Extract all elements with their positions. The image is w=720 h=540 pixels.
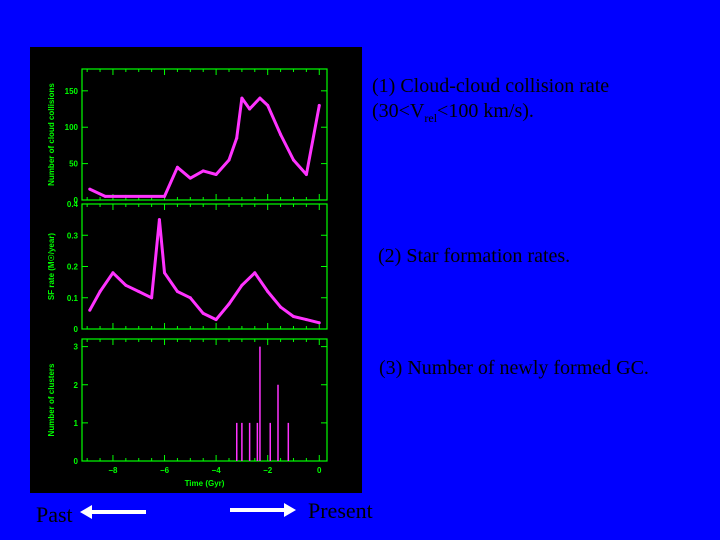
panel-frame bbox=[81, 338, 328, 462]
data-point bbox=[103, 194, 107, 198]
data-point bbox=[253, 271, 257, 275]
data-point bbox=[188, 176, 192, 180]
annotation-new-gc: (3) Number of newly formed GC. bbox=[379, 357, 649, 379]
data-point bbox=[240, 96, 244, 100]
y-axis-label: Number of clusters bbox=[47, 363, 56, 436]
data-point bbox=[201, 311, 205, 315]
annotation-collision-line2: (30<Vrel<100 km/s). bbox=[372, 99, 692, 126]
x-tick-label: −6 bbox=[160, 466, 170, 475]
y-tick-label: 0.3 bbox=[67, 231, 79, 240]
past-label: Past bbox=[36, 502, 73, 527]
y-axis-label: Number of cloud collisions bbox=[47, 83, 56, 186]
data-point bbox=[227, 302, 231, 306]
data-point bbox=[150, 296, 154, 300]
y-tick-label: 50 bbox=[69, 160, 78, 169]
annotation-star-formation: (2) Star formation rates. bbox=[378, 245, 571, 267]
present-label: Present bbox=[308, 498, 373, 523]
y-tick-label: 2 bbox=[74, 381, 79, 390]
data-point bbox=[111, 271, 115, 275]
annotation-collision-post: <100 km/s). bbox=[437, 100, 534, 122]
y-tick-label: 100 bbox=[65, 123, 79, 132]
y-tick-label: 0.4 bbox=[67, 200, 79, 209]
data-point bbox=[137, 290, 141, 293]
x-tick-label: −8 bbox=[108, 466, 118, 475]
data-point bbox=[266, 103, 270, 107]
figure-panel: 0 50 100 150 Number of cloud collisions 0 0.1 0… bbox=[30, 47, 362, 493]
x-tick-label: −2 bbox=[263, 466, 273, 475]
data-point bbox=[214, 318, 218, 322]
data-point bbox=[279, 133, 283, 136]
y-tick-label: 0 bbox=[74, 457, 79, 466]
data-point bbox=[227, 158, 231, 162]
annotation-collision-sub: rel bbox=[424, 111, 438, 125]
data-point bbox=[279, 305, 283, 309]
y-axis-label: SF rate (M☉/year) bbox=[47, 233, 56, 301]
series-line bbox=[88, 218, 320, 325]
panel-frame bbox=[81, 203, 328, 330]
data-point bbox=[157, 218, 161, 222]
data-point bbox=[124, 194, 128, 198]
data-point bbox=[248, 107, 252, 111]
data-point bbox=[235, 136, 239, 140]
y-tick-label: 0 bbox=[74, 325, 79, 334]
y-tick-label: 150 bbox=[65, 87, 79, 96]
data-point bbox=[304, 318, 308, 322]
y-tick-label: 0.1 bbox=[67, 294, 79, 303]
y-tick-label: 3 bbox=[74, 343, 79, 352]
x-tick-label: −4 bbox=[212, 466, 222, 475]
annotation-collision-rate: (1) Cloud-cloud collision rate (30<Vrel<… bbox=[372, 74, 692, 126]
data-point bbox=[317, 321, 321, 325]
data-point bbox=[88, 308, 92, 312]
left-arrow-icon bbox=[80, 505, 146, 519]
data-point bbox=[188, 296, 192, 300]
data-point bbox=[291, 315, 295, 318]
x-tick-label: 0 bbox=[317, 466, 322, 475]
data-point bbox=[258, 96, 262, 100]
series-line bbox=[89, 96, 321, 198]
data-point bbox=[163, 271, 167, 275]
data-point bbox=[291, 158, 295, 162]
y-tick-label: 1 bbox=[74, 419, 79, 428]
data-point bbox=[98, 290, 102, 293]
data-point bbox=[266, 290, 270, 293]
panel-frame bbox=[81, 68, 328, 201]
data-point bbox=[201, 169, 205, 173]
y-tick-label: 0 bbox=[74, 196, 79, 205]
data-point bbox=[163, 194, 167, 198]
data-point bbox=[124, 283, 128, 287]
data-point bbox=[175, 165, 179, 169]
annotation-collision-pre: (30<V bbox=[372, 100, 425, 122]
data-point bbox=[88, 187, 92, 191]
x-axis-label: Time (Gyr) bbox=[185, 479, 225, 488]
data-point bbox=[317, 103, 321, 107]
annotation-collision-line1: (1) Cloud-cloud collision rate bbox=[372, 75, 610, 97]
data-point bbox=[240, 283, 244, 287]
y-tick-label: 0.2 bbox=[67, 263, 79, 272]
data-point bbox=[214, 173, 218, 177]
data-point bbox=[175, 290, 179, 293]
right-arrow-icon bbox=[230, 503, 296, 517]
data-point bbox=[304, 173, 308, 177]
